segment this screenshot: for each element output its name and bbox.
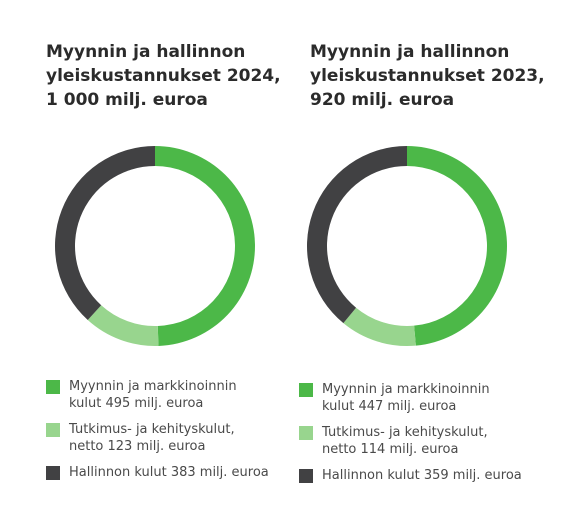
legend-item-rnd: Tutkimus- ja kehityskulut, netto 114 milj… xyxy=(299,424,522,458)
legend-swatch-rnd xyxy=(299,426,313,440)
slice-rnd xyxy=(87,305,159,346)
legend-text: Tutkimus- ja kehityskulut, xyxy=(322,425,488,440)
legend-text: kulut 495 milj. euroa xyxy=(69,396,204,411)
chart-2024-title-line-1: Myynnin ja hallinnon xyxy=(46,42,246,62)
legend-text: Hallinnon kulut 359 milj. euroa xyxy=(322,468,522,483)
chart-2024-title-line-3: 1 000 milj. euroa xyxy=(46,90,208,110)
legend-text: kulut 447 milj. euroa xyxy=(322,399,457,414)
legend-item-admin: Hallinnon kulut 383 milj. euroa xyxy=(46,464,269,481)
legend-text: netto 123 milj. euroa xyxy=(69,439,206,454)
legend-item-rnd: Tutkimus- ja kehityskulut, netto 123 milj… xyxy=(46,421,269,455)
slice-marketing xyxy=(407,146,507,346)
chart-2023-title: Myynnin ja hallinnon yleiskustannukset 2… xyxy=(310,40,545,112)
legend-text: Hallinnon kulut 383 milj. euroa xyxy=(69,465,269,480)
legend-swatch-marketing xyxy=(46,380,60,394)
chart-2023-title-line-1: Myynnin ja hallinnon xyxy=(310,42,510,62)
chart-2023: Myynnin ja hallinnon yleiskustannukset 2… xyxy=(283,0,566,516)
chart-2023-title-line-3: 920 milj. euroa xyxy=(310,90,455,110)
chart-2024-title-line-2: yleiskustannukset 2024, xyxy=(46,66,281,86)
legend-swatch-admin xyxy=(46,466,60,480)
legend-item-marketing: Myynnin ja markkinoinnin kulut 447 milj. … xyxy=(299,381,522,415)
legend-swatch-marketing xyxy=(299,383,313,397)
slice-rnd xyxy=(343,307,416,346)
donut-chart-2023 xyxy=(307,146,507,346)
legend-item-admin: Hallinnon kulut 359 milj. euroa xyxy=(299,467,522,484)
chart-2024-title: Myynnin ja hallinnon yleiskustannukset 2… xyxy=(46,40,281,112)
chart-2024-legend: Myynnin ja markkinoinnin kulut 495 milj. … xyxy=(46,378,269,490)
chart-2024: Myynnin ja hallinnon yleiskustannukset 2… xyxy=(46,40,281,490)
donut-chart-2024 xyxy=(54,146,255,346)
legend-swatch-rnd xyxy=(46,423,60,437)
chart-2023-title-line-2: yleiskustannukset 2023, xyxy=(310,66,545,86)
legend-item-marketing: Myynnin ja markkinoinnin kulut 495 milj. … xyxy=(46,378,269,412)
slice-marketing xyxy=(155,146,255,346)
slice-admin xyxy=(307,146,407,324)
legend-swatch-admin xyxy=(299,469,313,483)
chart-2023-legend: Myynnin ja markkinoinnin kulut 447 milj. … xyxy=(299,381,522,493)
legend-text: netto 114 milj. euroa xyxy=(322,442,459,457)
legend-text: Myynnin ja markkinoinnin xyxy=(322,382,490,397)
slice-admin xyxy=(54,146,155,321)
legend-text: Myynnin ja markkinoinnin xyxy=(69,379,237,394)
legend-text: Tutkimus- ja kehityskulut, xyxy=(69,422,235,437)
